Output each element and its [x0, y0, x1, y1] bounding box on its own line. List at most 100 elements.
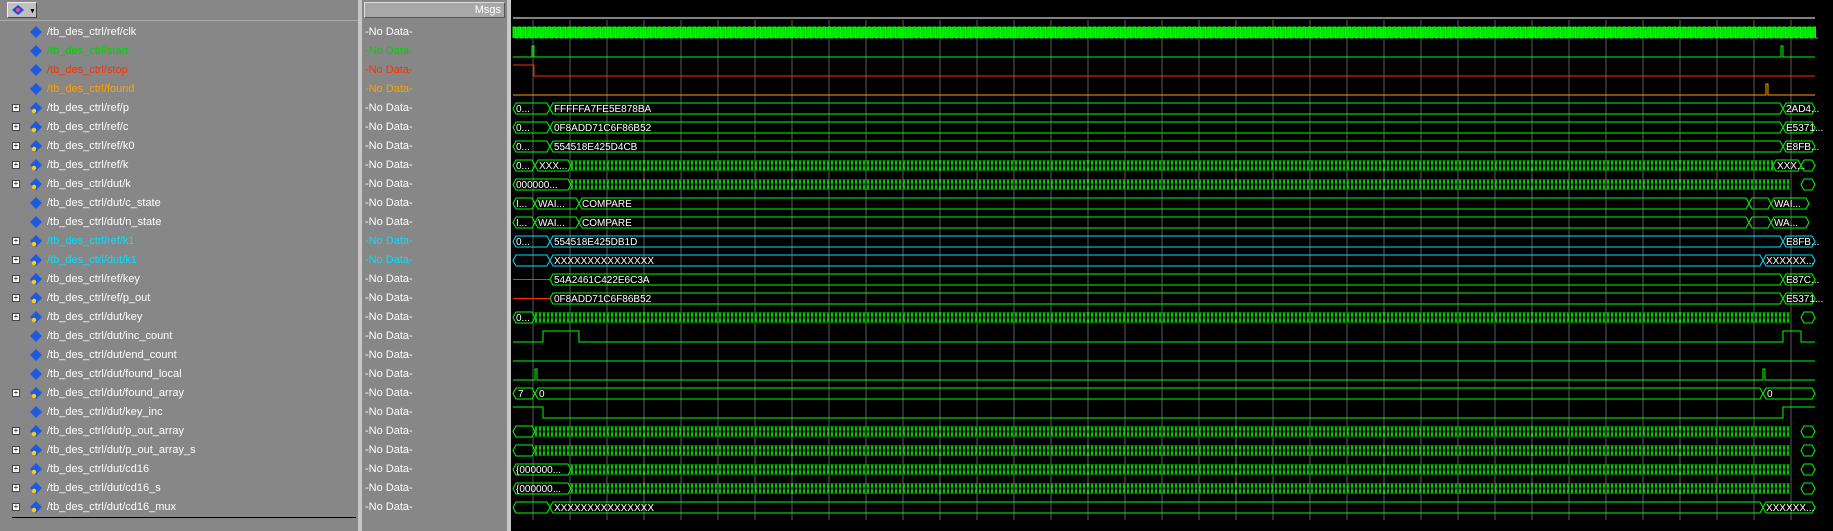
- signal-value: -No Data-: [365, 311, 413, 323]
- signal-name: /tb_des_ctrl/ref/clk: [47, 26, 137, 38]
- bus-value-label: XXXXXXXXXXXXXXX: [554, 256, 654, 267]
- pane-splitter-names[interactable]: [358, 0, 362, 531]
- pane-splitter-values[interactable]: [507, 0, 511, 531]
- signal-row[interactable]: + /tb_des_ctrl/ref/p_out: [0, 289, 358, 308]
- msgs-column-header[interactable]: Msgs: [364, 2, 505, 18]
- bus-segment: [512, 311, 536, 324]
- bus-diamond-icon: [30, 463, 42, 475]
- expand-icon[interactable]: +: [12, 426, 20, 435]
- expand-icon[interactable]: +: [12, 179, 20, 188]
- signal-name: /tb_des_ctrl/dut/found_array: [47, 387, 184, 399]
- signal-row[interactable]: + /tb_des_ctrl/ref/k: [0, 156, 358, 175]
- signal-row[interactable]: + /tb_des_ctrl/ref/k1: [0, 232, 358, 251]
- bus-diamond-icon: [30, 254, 42, 266]
- signal-row[interactable]: + /tb_des_ctrl/dut/p_out_array: [0, 422, 358, 441]
- bus-diamond-icon: [30, 387, 42, 399]
- signal-row[interactable]: + /tb_des_ctrl/ref/key: [0, 270, 358, 289]
- expand-icon[interactable]: +: [12, 274, 20, 283]
- signal-row[interactable]: /tb_des_ctrl/dut/n_state: [0, 213, 358, 232]
- bus-value-label: I...: [516, 218, 527, 229]
- expand-icon[interactable]: +: [12, 502, 20, 511]
- signal-row[interactable]: /tb_des_ctrl/found: [0, 80, 358, 99]
- bus-segment: [512, 425, 536, 438]
- bus-value-label: E5371...: [1786, 294, 1823, 305]
- bus-value-label: 0...: [516, 142, 530, 153]
- bus-dense-activity: [570, 159, 1774, 172]
- expand-icon[interactable]: +: [12, 236, 20, 245]
- bus-value-label: 0F8ADD71C6F86B52: [554, 294, 652, 305]
- bus-value-label: COMPARE: [582, 218, 632, 229]
- signal-row[interactable]: /tb_des_ctrl/ref/clk: [0, 23, 358, 42]
- bus-value-label: E8FB...: [1786, 237, 1819, 248]
- bus-value-label: 54A2461C422E6C3A: [554, 275, 650, 286]
- signal-row[interactable]: + /tb_des_ctrl/dut/cd16_mux: [0, 498, 358, 517]
- bus-segment: [1800, 159, 1816, 172]
- signal-row[interactable]: + /tb_des_ctrl/dut/key: [0, 308, 358, 327]
- signal-row[interactable]: /tb_des_ctrl/dut/c_state: [0, 194, 358, 213]
- signal-row[interactable]: /tb_des_ctrl/stop: [0, 61, 358, 80]
- bus-diamond-icon: [30, 178, 42, 190]
- bus-value-label: I...: [516, 199, 527, 210]
- signal-name: /tb_des_ctrl/ref/p_out: [47, 292, 151, 304]
- bus-value-label: COMPARE: [582, 199, 632, 210]
- bus-segment: [512, 444, 536, 457]
- bus-dense-activity: [570, 178, 1790, 191]
- signal-row[interactable]: + /tb_des_ctrl/dut/k: [0, 175, 358, 194]
- signal-row[interactable]: + /tb_des_ctrl/dut/k1: [0, 251, 358, 270]
- inc-count-wave: [513, 330, 1815, 343]
- clock-fill: [513, 27, 1815, 38]
- signal-row[interactable]: + /tb_des_ctrl/ref/c: [0, 118, 358, 137]
- bus-diamond-icon: [30, 102, 42, 114]
- signal-row[interactable]: + /tb_des_ctrl/dut/p_out_array_s: [0, 441, 358, 460]
- signal-value: -No Data-: [365, 368, 413, 380]
- signal-row[interactable]: + /tb_des_ctrl/dut/cd16: [0, 460, 358, 479]
- expand-icon[interactable]: +: [12, 160, 20, 169]
- signal-row[interactable]: + /tb_des_ctrl/dut/cd16_s: [0, 479, 358, 498]
- bus-value-label: 000000...: [516, 180, 558, 191]
- signal-value: -No Data-: [365, 159, 413, 171]
- signal-value: -No Data-: [365, 501, 413, 513]
- signal-value: -No Data-: [365, 254, 413, 266]
- signal-row[interactable]: + /tb_des_ctrl/dut/found_array: [0, 384, 358, 403]
- bus-value-label: XXXXXX...: [1766, 503, 1814, 514]
- bus-value-label: 0...: [516, 237, 530, 248]
- bus-diamond-icon: [30, 121, 42, 133]
- signal-row[interactable]: /tb_des_ctrl/dut/inc_count: [0, 327, 358, 346]
- signal-name: /tb_des_ctrl/start: [47, 45, 129, 57]
- waveform-pane[interactable]: 0... FFFFFA7FE5E878BA 2AD4... 0... 0F8ADD71C…: [511, 0, 1833, 531]
- signal-value: -No Data-: [365, 463, 413, 475]
- expand-icon[interactable]: +: [12, 388, 20, 397]
- bus-value-label: 0: [1767, 389, 1773, 400]
- signal-row[interactable]: /tb_des_ctrl/dut/found_local: [0, 365, 358, 384]
- signal-name: /tb_des_ctrl/dut/k: [47, 178, 131, 190]
- found-local-wave: [513, 368, 1815, 381]
- bus-segment: [512, 463, 572, 476]
- signal-name: /tb_des_ctrl/dut/k1: [47, 254, 137, 266]
- names-header: ▼: [0, 0, 358, 21]
- signal-row[interactable]: /tb_des_ctrl/dut/end_count: [0, 346, 358, 365]
- signal-row[interactable]: + /tb_des_ctrl/ref/k0: [0, 137, 358, 156]
- diamond-icon: [30, 368, 42, 380]
- expand-icon[interactable]: +: [12, 445, 20, 454]
- expand-icon[interactable]: +: [12, 122, 20, 131]
- expand-icon[interactable]: +: [12, 483, 20, 492]
- signal-row[interactable]: /tb_des_ctrl/start: [0, 42, 358, 61]
- expand-icon[interactable]: +: [12, 255, 20, 264]
- expand-icon[interactable]: +: [12, 312, 20, 321]
- signal-row[interactable]: + /tb_des_ctrl/ref/p: [0, 99, 358, 118]
- signal-name: /tb_des_ctrl/ref/key: [47, 273, 140, 285]
- signal-name: /tb_des_ctrl/dut/cd16_s: [47, 482, 161, 494]
- expand-icon[interactable]: +: [12, 141, 20, 150]
- bus-segment: [534, 159, 572, 172]
- expand-icon[interactable]: +: [12, 293, 20, 302]
- bus-segment: [1800, 311, 1816, 324]
- expand-icon[interactable]: +: [12, 464, 20, 473]
- start-wave: [513, 45, 1815, 58]
- list-end-divider: [12, 517, 356, 518]
- expand-icon[interactable]: +: [12, 103, 20, 112]
- signal-values-pane: Msgs -No Data- -No Data- -No Data- -No Data…: [362, 0, 507, 531]
- wave-toolbar-button[interactable]: ▼: [7, 2, 37, 18]
- bus-dense-activity: [534, 425, 1790, 438]
- signal-row[interactable]: /tb_des_ctrl/dut/key_inc: [0, 403, 358, 422]
- signal-name: /tb_des_ctrl/dut/key_inc: [47, 406, 163, 418]
